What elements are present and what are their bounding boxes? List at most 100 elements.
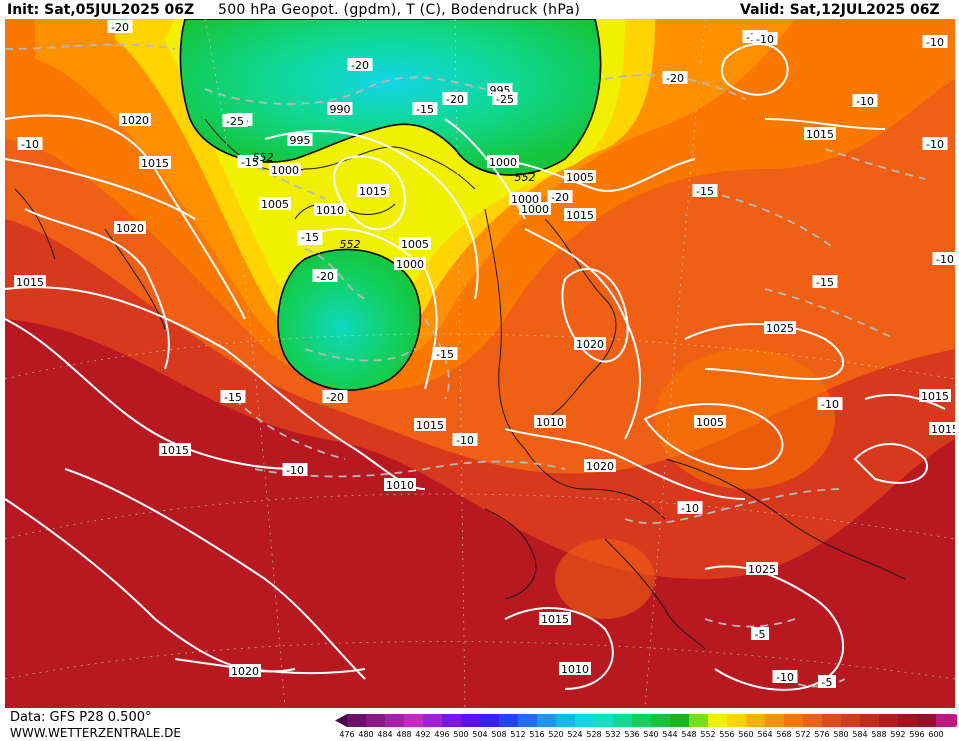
svg-text:-10: -10 xyxy=(926,138,944,151)
svg-text:-10: -10 xyxy=(21,138,39,151)
legend-tick-label: 596 xyxy=(909,730,924,739)
svg-text:-20: -20 xyxy=(551,191,569,204)
temperature-label: -10 xyxy=(852,94,878,108)
header-bar: Init: Sat,05JUL2025 06Z 500 hPa Geopot. … xyxy=(0,0,959,20)
pressure-label: 1015 xyxy=(357,184,389,198)
temperature-label: -20 xyxy=(442,92,468,106)
svg-text:-20: -20 xyxy=(351,59,369,72)
legend-tick-label: 580 xyxy=(833,730,848,739)
temperature-label: -10 xyxy=(752,32,778,46)
temperature-label: -15 xyxy=(412,102,438,116)
pressure-label: 1020 xyxy=(574,337,606,351)
legend-swatch xyxy=(803,714,822,727)
pressure-label: 1005 xyxy=(259,197,291,211)
temperature-label: -10 xyxy=(677,501,703,515)
svg-text:1020: 1020 xyxy=(231,665,259,678)
temperature-label: -10 xyxy=(452,433,478,447)
pressure-labels: 1020101510201015101510009959909951000101… xyxy=(14,83,955,678)
svg-text:-5: -5 xyxy=(755,628,766,641)
legend-swatch xyxy=(746,714,765,727)
pressure-label: 1015 xyxy=(919,389,951,403)
temperature-label: -15 xyxy=(812,275,838,289)
legend-swatch xyxy=(898,714,917,727)
temperature-labels: -20 -15 -10 -25 -20 -15 -20 -25 -20 -15 -15 -15 -20 -… xyxy=(17,20,955,689)
svg-text:-20: -20 xyxy=(316,270,334,283)
svg-text:552: 552 xyxy=(515,171,536,184)
pressure-label: 1005 xyxy=(694,415,726,429)
pressure-label: 1015 xyxy=(539,612,571,626)
svg-text:1010: 1010 xyxy=(536,416,564,429)
legend-tick-label: 476 xyxy=(339,730,354,739)
pressure-label: 1005 xyxy=(399,237,431,251)
pressure-label: 1015 xyxy=(139,156,171,170)
legend-swatch xyxy=(385,714,404,727)
temperature-label: -15 xyxy=(692,184,718,198)
legend-tick-label: 496 xyxy=(434,730,449,739)
legend-tick-label: 480 xyxy=(358,730,373,739)
legend-tick-label: 504 xyxy=(472,730,487,739)
legend-swatch xyxy=(841,714,860,727)
pressure-label: 1025 xyxy=(746,562,778,576)
svg-text:1000: 1000 xyxy=(271,164,299,177)
temperature-label: -20 xyxy=(107,20,133,34)
legend-swatch xyxy=(594,714,613,727)
temperature-label: -10 xyxy=(922,35,948,49)
pressure-label: 1010 xyxy=(384,478,416,492)
temperature-label: -15 xyxy=(220,390,246,404)
pressure-label: 1000 xyxy=(509,192,541,206)
svg-text:1015: 1015 xyxy=(931,423,955,436)
footer-bar: Data: GFS P28 0.500° WWW.WETTERZENTRALE.… xyxy=(0,708,959,741)
pressure-label: 1015 xyxy=(929,422,955,436)
legend-tick-label: 536 xyxy=(624,730,639,739)
contour-552-label: 552 xyxy=(340,238,361,251)
legend-swatch xyxy=(765,714,784,727)
svg-text:-10: -10 xyxy=(776,671,794,684)
pressure-label: 1020 xyxy=(119,113,151,127)
svg-text:-20: -20 xyxy=(666,72,684,85)
temperature-label: -15 xyxy=(432,347,458,361)
legend-tick-label: 524 xyxy=(567,730,582,739)
legend-swatch xyxy=(632,714,651,727)
legend-swatch xyxy=(879,714,898,727)
legend-swatch xyxy=(784,714,803,727)
legend-tick-label: 508 xyxy=(491,730,506,739)
legend-tick-label: 592 xyxy=(890,730,905,739)
pressure-label: 1015 xyxy=(564,208,596,222)
svg-text:1020: 1020 xyxy=(576,338,604,351)
svg-text:-5: -5 xyxy=(822,676,833,689)
legend-swatch xyxy=(499,714,518,727)
legend-tick-label: 540 xyxy=(643,730,658,739)
svg-text:1015: 1015 xyxy=(806,128,834,141)
website-credit: WWW.WETTERZENTRALE.DE xyxy=(10,726,181,740)
pressure-label: 1000 xyxy=(487,155,519,169)
pressure-label: 1015 xyxy=(414,418,446,432)
pressure-label: 1020 xyxy=(229,664,261,678)
temperature-label: -5 xyxy=(818,675,836,689)
svg-text:1015: 1015 xyxy=(541,613,569,626)
legend-swatch xyxy=(366,714,385,727)
legend-swatch xyxy=(556,714,575,727)
temperature-label: -25 xyxy=(492,92,518,106)
legend-swatch xyxy=(613,714,632,727)
warm-core-iberia xyxy=(555,539,655,619)
svg-text:1015: 1015 xyxy=(566,209,594,222)
svg-text:1000: 1000 xyxy=(511,193,539,206)
legend-swatch xyxy=(404,714,423,727)
pressure-label: 1025 xyxy=(764,321,796,335)
weather-map: 1020101510201015101510009959909951000101… xyxy=(5,19,955,708)
svg-text:-25: -25 xyxy=(226,115,244,128)
svg-text:1000: 1000 xyxy=(489,156,517,169)
legend-tick-label: 488 xyxy=(396,730,411,739)
pressure-label: 995 xyxy=(287,133,313,147)
temperature-label: -20 xyxy=(347,58,373,72)
init-time: Init: Sat,05JUL2025 06Z xyxy=(7,2,195,18)
svg-text:1015: 1015 xyxy=(921,390,949,403)
svg-text:-25: -25 xyxy=(496,93,514,106)
svg-text:-10: -10 xyxy=(681,502,699,515)
svg-text:1020: 1020 xyxy=(586,460,614,473)
temperature-label: -5 xyxy=(751,627,769,641)
svg-text:-15: -15 xyxy=(816,276,834,289)
pressure-label: 1020 xyxy=(114,221,146,235)
legend-tick-label: 576 xyxy=(814,730,829,739)
pressure-label: 1015 xyxy=(804,127,836,141)
